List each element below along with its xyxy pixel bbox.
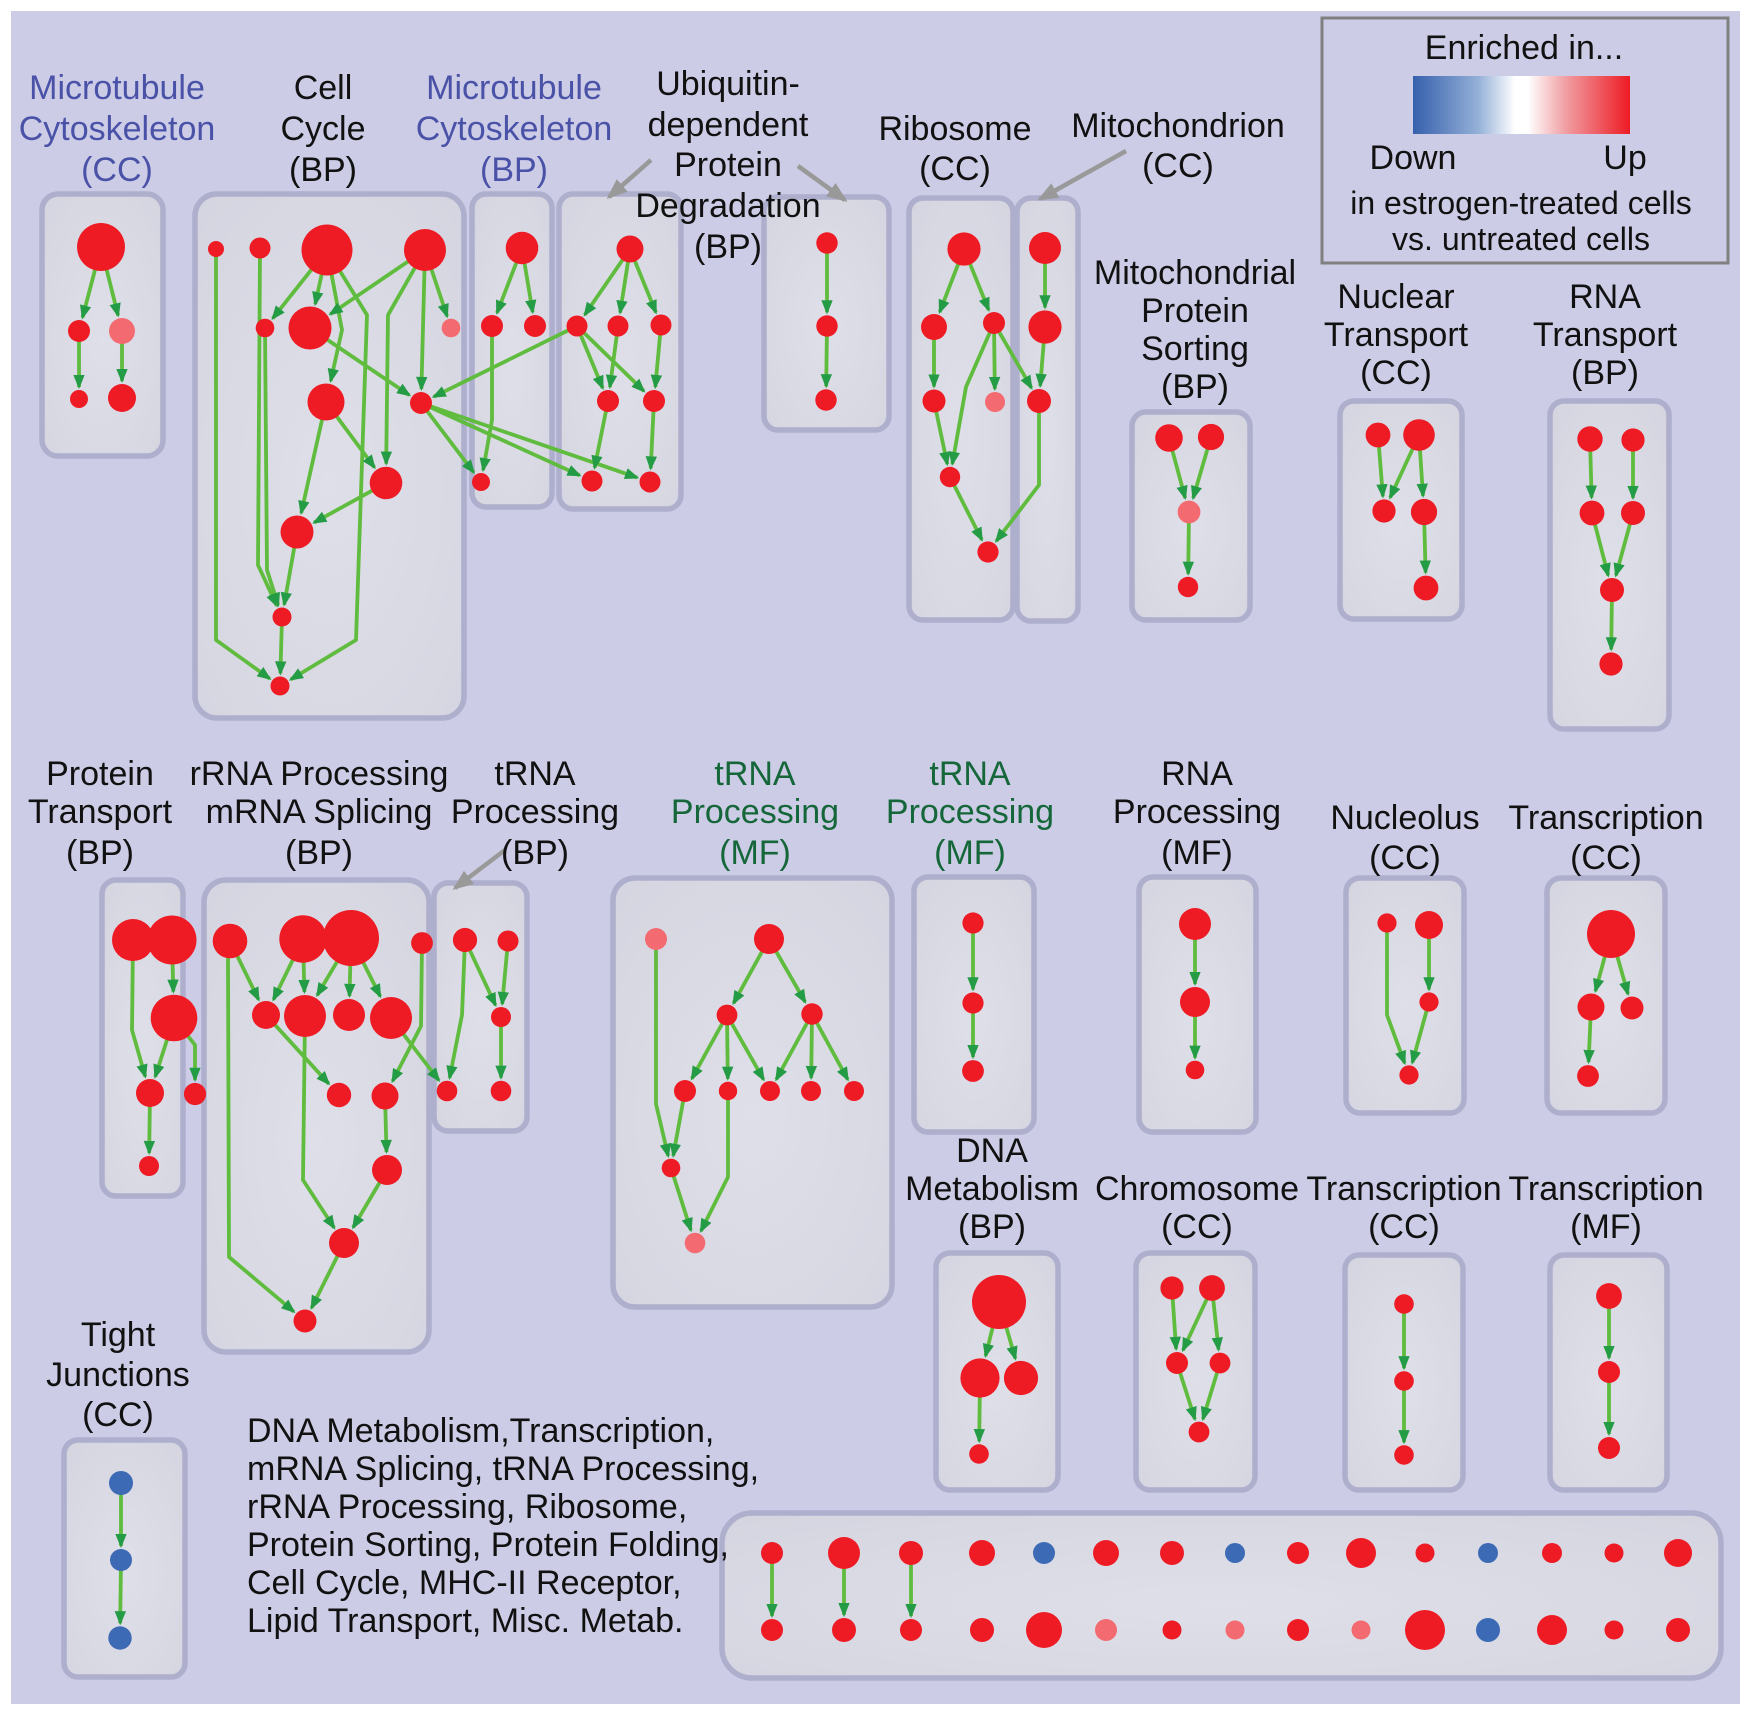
svg-text:(CC): (CC) [919,150,991,188]
svg-text:Microtubule: Microtubule [426,69,602,107]
svg-text:Transport: Transport [1533,316,1678,354]
svg-text:tRNA: tRNA [929,755,1011,793]
svg-text:Tight: Tight [81,1316,156,1354]
svg-text:vs. untreated cells: vs. untreated cells [1392,221,1650,257]
svg-text:(CC): (CC) [1368,1208,1440,1246]
svg-text:Nucleolus: Nucleolus [1330,799,1479,837]
svg-text:(BP): (BP) [694,228,762,266]
svg-text:tRNA: tRNA [714,755,796,793]
svg-text:(BP): (BP) [285,834,353,872]
svg-text:(MF): (MF) [934,834,1006,872]
svg-text:Enriched in...: Enriched in... [1425,29,1623,67]
svg-text:rRNA Processing: rRNA Processing [190,755,449,793]
svg-text:tRNA: tRNA [494,755,576,793]
svg-text:(MF): (MF) [1570,1208,1642,1246]
svg-text:(CC): (CC) [1570,839,1642,877]
svg-text:Sorting: Sorting [1141,330,1249,368]
svg-text:(CC): (CC) [82,1396,154,1434]
svg-text:DNA: DNA [956,1132,1028,1170]
svg-text:Mitochondrion: Mitochondrion [1071,107,1285,145]
svg-text:Lipid Transport, Misc. Metab.: Lipid Transport, Misc. Metab. [247,1602,684,1640]
svg-text:(BP): (BP) [1161,368,1229,406]
svg-text:(BP): (BP) [480,151,548,189]
svg-text:Processing: Processing [1113,793,1281,831]
svg-text:DNA Metabolism,Transcription,: DNA Metabolism,Transcription, [247,1412,714,1450]
svg-text:Transport: Transport [28,793,173,831]
svg-text:Transcription: Transcription [1508,1170,1703,1208]
svg-text:(BP): (BP) [289,151,357,189]
svg-text:Processing: Processing [886,793,1054,831]
svg-text:Protein: Protein [1141,292,1249,330]
svg-text:Cytoskeleton: Cytoskeleton [19,110,216,148]
svg-text:Metabolism: Metabolism [905,1170,1079,1208]
svg-text:(CC): (CC) [1142,147,1214,185]
svg-text:(BP): (BP) [66,834,134,872]
svg-text:(CC): (CC) [81,151,153,189]
svg-text:Junctions: Junctions [46,1356,190,1394]
svg-text:(CC): (CC) [1360,354,1432,392]
svg-text:in estrogen-treated cells: in estrogen-treated cells [1350,185,1692,221]
svg-text:(CC): (CC) [1161,1208,1233,1246]
svg-text:(BP): (BP) [958,1208,1026,1246]
svg-text:(CC): (CC) [1369,839,1441,877]
svg-text:Processing: Processing [451,793,619,831]
svg-text:(MF): (MF) [719,834,791,872]
svg-text:Protein: Protein [674,146,782,184]
svg-text:Transcription: Transcription [1508,799,1703,837]
svg-text:Protein Sorting, Protein Foldi: Protein Sorting, Protein Folding, [247,1526,729,1564]
svg-text:mRNA Splicing, tRNA Processing: mRNA Splicing, tRNA Processing, [247,1450,759,1488]
svg-text:Protein: Protein [46,755,154,793]
svg-text:Nuclear: Nuclear [1337,278,1454,316]
svg-text:rRNA Processing, Ribosome,: rRNA Processing, Ribosome, [247,1488,687,1526]
svg-text:Cell: Cell [294,69,353,107]
svg-text:(BP): (BP) [1571,354,1639,392]
svg-text:Transcription: Transcription [1306,1170,1501,1208]
svg-text:Mitochondrial: Mitochondrial [1094,254,1296,292]
svg-text:Up: Up [1603,139,1646,177]
svg-text:Chromosome: Chromosome [1095,1170,1299,1208]
svg-text:Cycle: Cycle [280,110,365,148]
svg-text:Transport: Transport [1324,316,1469,354]
svg-text:(MF): (MF) [1161,834,1233,872]
svg-text:Microtubule: Microtubule [29,69,205,107]
svg-text:mRNA Splicing: mRNA Splicing [206,793,433,831]
svg-text:RNA: RNA [1161,755,1233,793]
svg-text:Ubiquitin-: Ubiquitin- [656,65,800,103]
svg-text:Down: Down [1370,139,1457,177]
svg-text:RNA: RNA [1569,278,1641,316]
svg-text:(BP): (BP) [501,834,569,872]
svg-text:Ribosome: Ribosome [878,110,1031,148]
svg-text:Cell Cycle, MHC-II Receptor,: Cell Cycle, MHC-II Receptor, [247,1564,682,1602]
svg-text:dependent: dependent [648,106,809,144]
svg-text:Degradation: Degradation [635,187,820,225]
svg-text:Processing: Processing [671,793,839,831]
svg-text:Cytoskeleton: Cytoskeleton [416,110,613,148]
